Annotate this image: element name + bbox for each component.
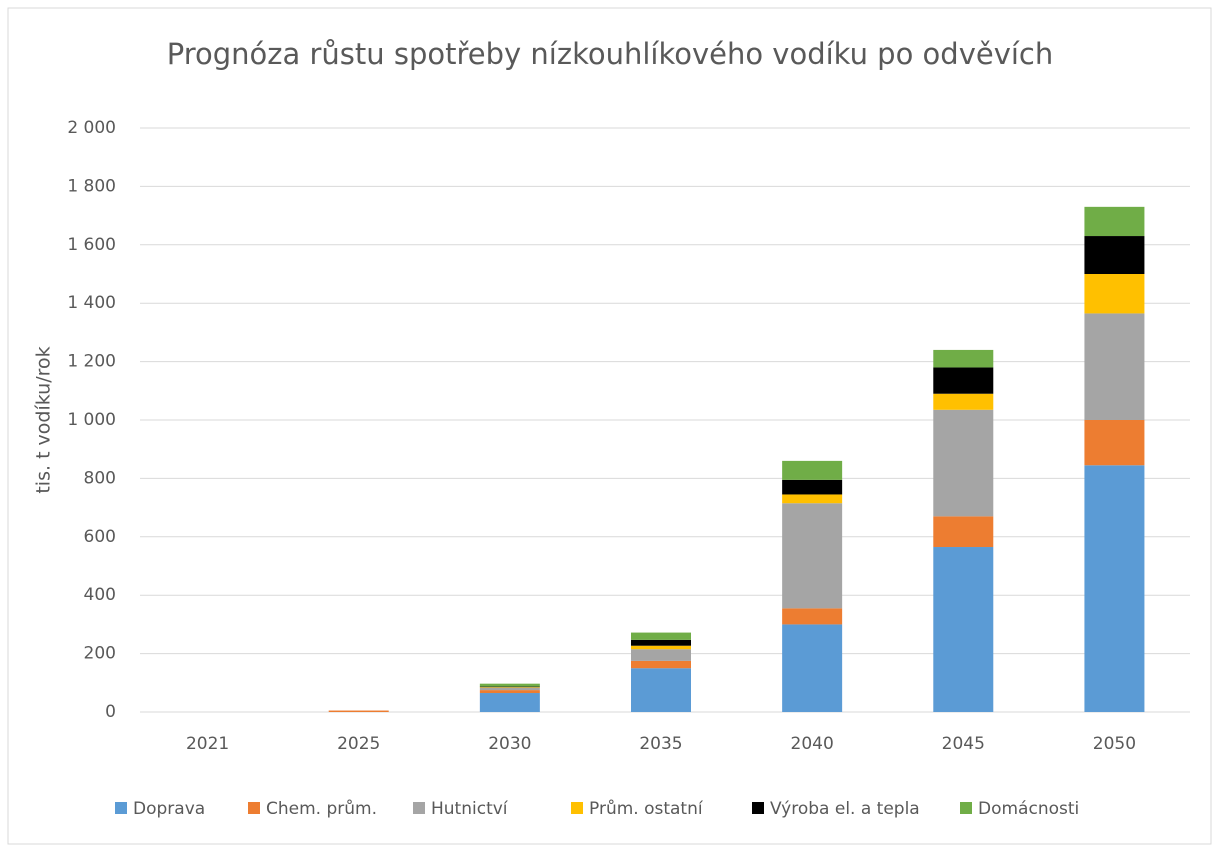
y-tick-label: 600 — [84, 527, 116, 547]
bar-segment — [933, 367, 994, 394]
legend-swatch — [115, 802, 127, 814]
bar-segment — [933, 409, 994, 517]
y-tick-label: 2 000 — [67, 118, 116, 138]
bar-segment — [1084, 206, 1145, 237]
y-tick-label: 1 200 — [67, 352, 116, 372]
legend-label: Hutnictví — [431, 799, 509, 819]
bar-segment — [782, 608, 843, 625]
legend-label: Domácnosti — [978, 799, 1079, 819]
chart-title: Prognóza růstu spotřeby nízkouhlíkového … — [167, 37, 1054, 71]
bar-segment — [1084, 465, 1145, 712]
legend-swatch — [571, 802, 583, 814]
bar-segment — [631, 639, 691, 646]
bar-segment — [1084, 420, 1145, 466]
y-axis-title: tis. t vodíku/rok — [33, 346, 55, 493]
legend-swatch — [248, 802, 260, 814]
bar-segment — [933, 547, 994, 712]
bar-segment — [1084, 313, 1145, 420]
x-tick-label: 2040 — [791, 734, 834, 754]
bar-segment — [782, 503, 843, 609]
y-tick-label: 1 400 — [67, 293, 116, 313]
legend-swatch — [413, 802, 425, 814]
bar-segment — [933, 349, 994, 368]
legend-swatch — [960, 802, 972, 814]
x-tick-label: 2021 — [186, 734, 229, 754]
x-tick-label: 2025 — [337, 734, 380, 754]
bar-segment — [782, 494, 843, 504]
bar-segment — [1084, 236, 1145, 274]
bar-segment — [479, 683, 540, 687]
x-tick-label: 2045 — [942, 734, 985, 754]
bar-segment — [631, 668, 691, 712]
bar-segment — [631, 660, 691, 669]
y-tick-label: 800 — [84, 468, 116, 488]
chart-frame — [7, 7, 1212, 845]
y-tick-label: 0 — [105, 702, 116, 722]
bar-segment — [479, 693, 540, 712]
bar-segment — [479, 687, 540, 691]
legend-label: Prům. ostatní — [589, 799, 704, 819]
legend-label: Doprava — [133, 799, 205, 819]
y-tick-label: 1 000 — [67, 410, 116, 430]
y-tick-label: 200 — [84, 644, 116, 664]
bar-segment — [782, 479, 843, 495]
bar-segment — [782, 460, 843, 480]
bar-segment — [479, 687, 540, 688]
y-tick-label: 400 — [84, 585, 116, 605]
legend-swatch — [752, 802, 764, 814]
x-tick-label: 2030 — [488, 734, 531, 754]
legend-label: Chem. prům. — [266, 799, 377, 819]
legend-label: Výroba el. a tepla — [770, 799, 920, 819]
y-tick-label: 1 600 — [67, 235, 116, 255]
y-tick-label: 1 800 — [67, 176, 116, 196]
bar-segment — [631, 649, 691, 661]
bar-segment — [1084, 274, 1145, 314]
bar-segment — [631, 645, 691, 650]
bar-segment — [479, 686, 540, 688]
x-tick-label: 2050 — [1093, 734, 1136, 754]
bar-segment — [328, 710, 389, 712]
bar-segment — [631, 632, 691, 640]
bar-segment — [933, 516, 994, 548]
bar-segment — [782, 624, 843, 712]
bar-segment — [479, 690, 540, 694]
x-tick-label: 2035 — [639, 734, 682, 754]
bar-segment — [933, 393, 994, 410]
